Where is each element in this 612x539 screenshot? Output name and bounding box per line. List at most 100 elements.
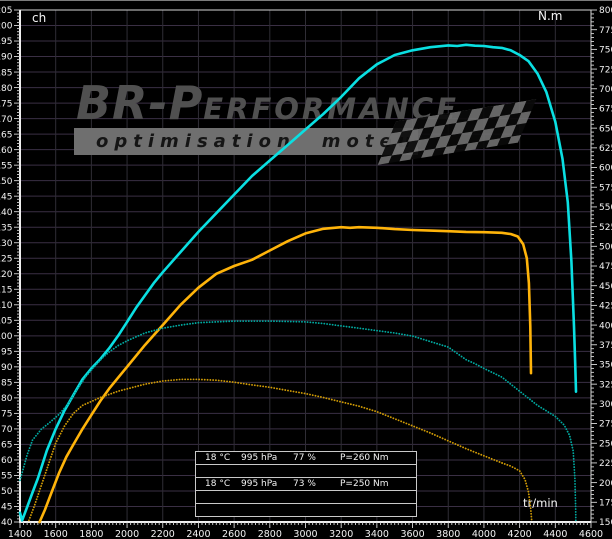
empty-row — [196, 504, 416, 516]
curve-couple-run-2 — [28, 378, 533, 523]
svg-text:375: 375 — [599, 341, 612, 351]
svg-text:575: 575 — [599, 183, 612, 193]
svg-text:3200: 3200 — [329, 529, 353, 539]
humidity-value: 73 % — [293, 478, 316, 489]
svg-text:205: 205 — [0, 6, 13, 16]
svg-text:180: 180 — [0, 84, 13, 94]
svg-text:135: 135 — [0, 223, 13, 233]
svg-text:1600: 1600 — [44, 529, 68, 539]
svg-text:120: 120 — [0, 270, 13, 280]
brand-tagline-band: optimisation moteur — [74, 128, 425, 155]
svg-text:3000: 3000 — [293, 529, 317, 539]
x-axis-unit: tr/min — [523, 496, 558, 510]
svg-text:165: 165 — [0, 130, 13, 140]
y-left-axis-unit: ch — [32, 11, 47, 25]
svg-text:350: 350 — [599, 361, 612, 371]
svg-text:195: 195 — [0, 37, 13, 47]
svg-text:80: 80 — [1, 394, 13, 404]
svg-text:85: 85 — [1, 379, 12, 389]
svg-text:60: 60 — [1, 456, 13, 466]
svg-text:775: 775 — [599, 26, 612, 36]
svg-text:750: 750 — [599, 46, 612, 56]
svg-text:550: 550 — [599, 203, 612, 213]
svg-text:70: 70 — [1, 425, 13, 435]
curve-couple-run-1 — [19, 320, 577, 522]
svg-text:450: 450 — [599, 282, 612, 292]
temperature-value: 18 °C — [205, 452, 231, 463]
svg-text:45: 45 — [1, 503, 12, 513]
humidity-value: 77 % — [293, 452, 316, 463]
svg-text:600: 600 — [599, 164, 612, 174]
pressure-value: 995 hPa — [241, 478, 278, 489]
svg-text:2400: 2400 — [186, 529, 210, 539]
condition-row-1: 18 °C 995 hPa 77 % P=260 Nm — [196, 452, 416, 465]
svg-text:145: 145 — [0, 192, 13, 202]
svg-text:185: 185 — [0, 68, 13, 78]
curve-puissance-run-1 — [18, 43, 578, 522]
svg-text:110: 110 — [0, 301, 13, 311]
svg-text:2000: 2000 — [115, 529, 139, 539]
svg-text:155: 155 — [0, 161, 13, 171]
svg-text:525: 525 — [599, 223, 612, 233]
svg-text:650: 650 — [599, 124, 612, 134]
svg-text:40: 40 — [1, 518, 13, 528]
svg-text:4000: 4000 — [472, 529, 496, 539]
svg-text:140: 140 — [0, 208, 13, 218]
brand-watermark: BR-PERFORMANCE optimisation moteur — [68, 76, 548, 165]
temperature-value: 18 °C — [205, 478, 231, 489]
svg-text:300: 300 — [599, 400, 612, 410]
svg-text:190: 190 — [0, 53, 13, 63]
svg-text:1400: 1400 — [8, 529, 32, 539]
svg-text:250: 250 — [599, 439, 612, 449]
svg-text:700: 700 — [599, 85, 612, 95]
svg-text:105: 105 — [0, 317, 13, 327]
svg-text:130: 130 — [0, 239, 13, 249]
svg-text:2600: 2600 — [222, 529, 246, 539]
svg-text:2800: 2800 — [258, 529, 282, 539]
pressure-value: 995 hPa — [241, 452, 278, 463]
condition-row-2: 18 °C 995 hPa 73 % P=250 Nm — [196, 478, 416, 491]
svg-text:75: 75 — [1, 410, 12, 420]
svg-text:115: 115 — [0, 285, 13, 295]
svg-text:175: 175 — [599, 499, 612, 509]
svg-text:160: 160 — [0, 146, 13, 156]
svg-text:2200: 2200 — [151, 529, 175, 539]
svg-text:200: 200 — [0, 22, 13, 32]
svg-text:725: 725 — [599, 65, 612, 75]
svg-text:4200: 4200 — [508, 529, 532, 539]
svg-text:800: 800 — [599, 6, 612, 16]
brand-logo-main: BR-P — [76, 76, 204, 130]
svg-text:4600: 4600 — [579, 529, 603, 539]
empty-row — [196, 465, 416, 478]
svg-text:3600: 3600 — [400, 529, 424, 539]
y-right-axis-unit: N.m — [538, 9, 563, 23]
svg-text:200: 200 — [599, 479, 612, 489]
svg-text:275: 275 — [599, 420, 612, 430]
svg-text:170: 170 — [0, 115, 13, 125]
svg-text:225: 225 — [599, 459, 612, 469]
frame-top-edge — [0, 0, 612, 1]
empty-row — [196, 491, 416, 504]
svg-text:100: 100 — [0, 332, 13, 342]
svg-text:1800: 1800 — [79, 529, 103, 539]
svg-text:65: 65 — [1, 441, 12, 451]
svg-text:150: 150 — [599, 518, 612, 528]
svg-text:4400: 4400 — [543, 529, 567, 539]
load-value: P=250 Nm — [340, 478, 389, 489]
svg-text:500: 500 — [599, 243, 612, 253]
svg-text:150: 150 — [0, 177, 13, 187]
svg-text:125: 125 — [0, 254, 13, 264]
svg-text:175: 175 — [0, 99, 13, 109]
svg-text:95: 95 — [1, 348, 12, 358]
svg-text:3400: 3400 — [365, 529, 389, 539]
svg-text:90: 90 — [1, 363, 13, 373]
run-conditions-table: 18 °C 995 hPa 77 % P=260 Nm 18 °C 995 hP… — [195, 451, 417, 517]
svg-text:675: 675 — [599, 105, 612, 115]
load-value: P=260 Nm — [340, 452, 389, 463]
svg-text:325: 325 — [599, 380, 612, 390]
svg-text:425: 425 — [599, 302, 612, 312]
svg-text:625: 625 — [599, 144, 612, 154]
